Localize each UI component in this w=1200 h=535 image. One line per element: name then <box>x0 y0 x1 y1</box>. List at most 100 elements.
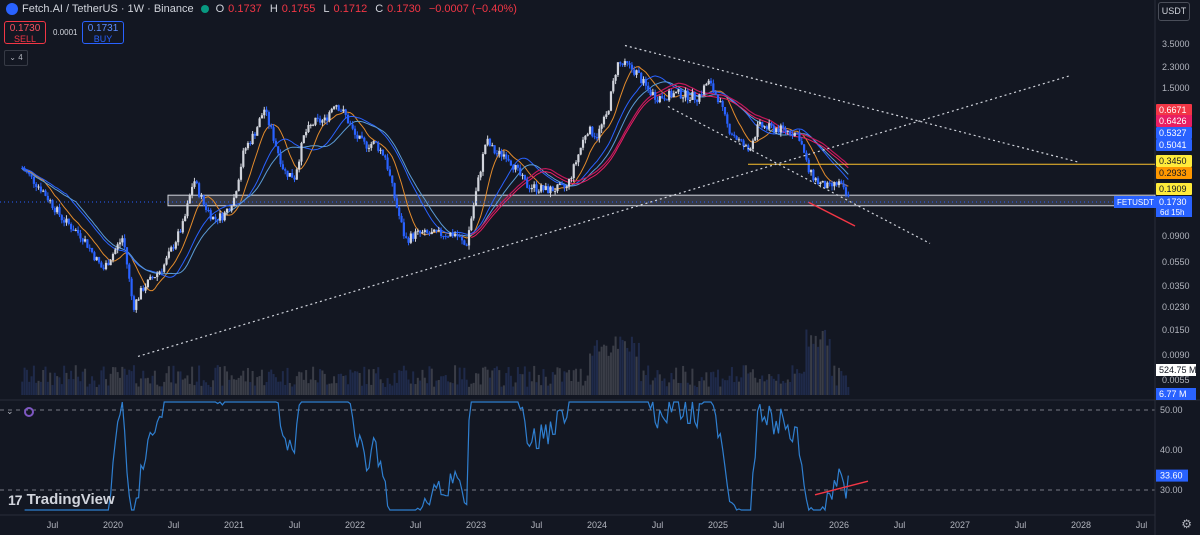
volume-bar <box>272 374 275 395</box>
volume-bar <box>556 367 559 395</box>
sell-button[interactable]: 0.1730 SELL <box>4 21 46 44</box>
candle-body <box>802 144 806 153</box>
volume-bar <box>772 378 775 395</box>
candle-body <box>95 257 98 261</box>
candle-body <box>423 230 426 233</box>
volume-bar <box>98 384 101 395</box>
brand-logo[interactable]: 17 TradingView <box>8 491 115 508</box>
candle-body <box>281 164 284 170</box>
candle-body <box>649 89 652 96</box>
volume-bar <box>826 345 829 395</box>
candle-body <box>474 191 478 206</box>
candle-body <box>393 183 396 199</box>
price-tag-label: 0.5041 <box>1159 140 1187 150</box>
volume-bar <box>374 373 377 395</box>
candle-body <box>149 276 152 280</box>
volume-bar <box>840 371 843 395</box>
volume-bar <box>812 343 815 395</box>
volume-bar <box>253 385 256 395</box>
volume-bar <box>421 369 424 395</box>
volume-bar <box>235 379 238 395</box>
volume-bar <box>337 374 340 395</box>
indicators-toggle[interactable]: ⌄ 4 <box>4 50 28 66</box>
candle-body <box>540 185 543 192</box>
candle-body <box>637 70 640 73</box>
volume-bar <box>607 355 610 395</box>
volume-bar <box>719 386 722 395</box>
candle-body <box>353 128 357 135</box>
volume-bar <box>153 370 156 395</box>
volume-tag-label: 6.77 M <box>1159 389 1187 399</box>
candle-body <box>405 236 408 238</box>
candle-body <box>21 168 24 170</box>
candle-body <box>665 99 668 101</box>
volume-bar <box>509 375 512 395</box>
chevron-down-icon[interactable]: ⌄ <box>6 406 14 416</box>
candle-body <box>672 93 675 98</box>
eye-icon[interactable] <box>23 406 34 417</box>
candle-body <box>677 89 680 92</box>
candle-body <box>188 195 191 204</box>
volume-bar <box>519 373 522 395</box>
volume-bar <box>270 369 273 395</box>
candle-body <box>430 231 433 235</box>
candle-body <box>686 90 689 101</box>
volume-bar <box>314 380 317 395</box>
candle-body <box>63 220 66 223</box>
currency-button[interactable]: USDT <box>1158 2 1190 21</box>
volume-bar <box>670 372 673 395</box>
volume-bar <box>479 384 482 395</box>
volume-bar <box>824 329 827 395</box>
candle-body <box>128 264 131 279</box>
volume-bar <box>465 379 468 395</box>
settings-icon[interactable]: ⚙ <box>1181 517 1192 531</box>
volume-bar <box>577 381 580 395</box>
candle-body <box>400 215 403 223</box>
candle-body <box>451 232 454 237</box>
volume-bar <box>475 373 477 395</box>
volume-bar <box>786 379 789 395</box>
volume-bar <box>521 374 524 395</box>
market-status-icon <box>200 5 209 13</box>
candle-body <box>793 132 796 136</box>
symbol-tag-label: FETUSDT <box>1117 198 1154 207</box>
candle-body <box>751 140 755 149</box>
volume-bar <box>803 371 806 395</box>
candle-body <box>216 219 219 221</box>
x-tick-label: Jul <box>531 520 543 530</box>
sell-label: SELL <box>13 34 37 44</box>
volume-bar <box>81 371 84 395</box>
indicators-count: 4 <box>18 53 23 62</box>
candle-body <box>828 182 831 184</box>
candle-body <box>412 233 415 239</box>
volume-bar <box>654 377 657 395</box>
candle-body <box>263 109 266 116</box>
volume-bar <box>205 382 208 395</box>
price-tag-label: 0.5327 <box>1159 128 1187 138</box>
candle-body <box>67 218 70 225</box>
volume-bar <box>847 386 850 395</box>
volume-bar <box>710 372 713 395</box>
volume-bar <box>589 353 592 395</box>
candle-body <box>81 238 84 242</box>
candle-body <box>623 61 627 65</box>
volume-bar <box>260 369 263 395</box>
candle-body <box>791 135 794 137</box>
candle-body <box>656 99 659 103</box>
high-label: H <box>269 3 278 15</box>
candle-body <box>516 164 519 168</box>
volume-bar <box>770 376 773 395</box>
candle-body <box>556 184 559 192</box>
candle-body <box>709 80 713 84</box>
candle-body <box>472 205 475 219</box>
volume-bar <box>514 382 517 395</box>
sell-price: 0.1730 <box>9 23 41 34</box>
volume-bar <box>547 385 550 395</box>
volume-bar <box>651 380 654 395</box>
price-tag <box>1156 104 1192 116</box>
volume-bar <box>326 384 329 395</box>
symbol-title[interactable]: Fetch.AI / TetherUS · 1W · Binance <box>22 3 194 15</box>
buy-button[interactable]: 0.1731 BUY <box>82 21 124 44</box>
candle-body <box>330 108 333 113</box>
